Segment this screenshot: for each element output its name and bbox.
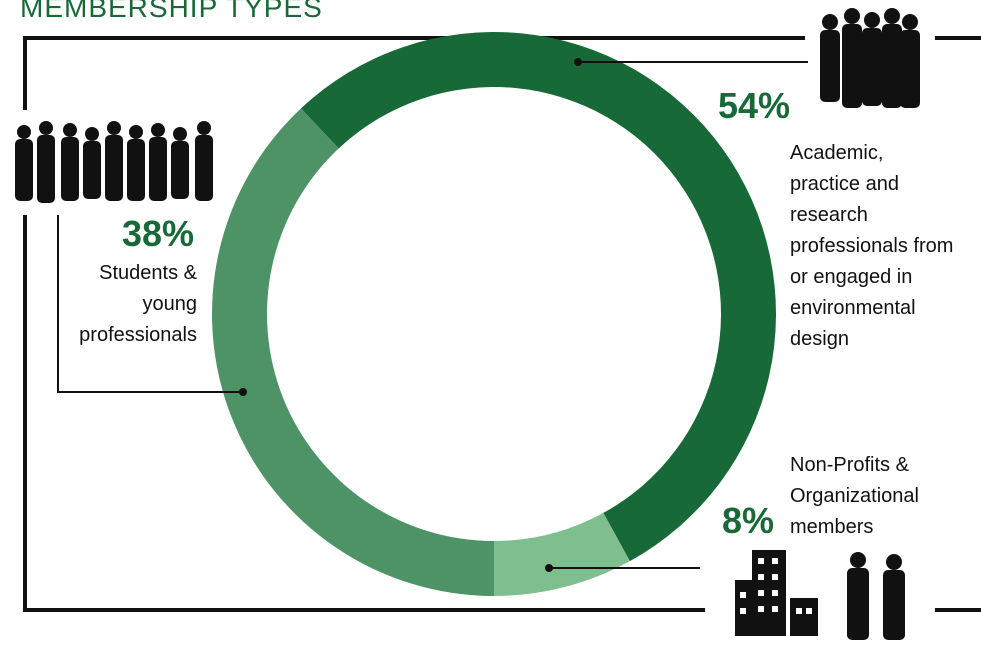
- people-icon: [15, 121, 213, 203]
- leader-dots: [239, 58, 582, 572]
- frame-line: [23, 215, 705, 612]
- donut-segment: [494, 512, 630, 596]
- donut-segment: [212, 108, 494, 596]
- leader-dot: [545, 564, 553, 572]
- people-icon: [820, 8, 920, 108]
- chart-title: MEMBERSHIP TYPES: [20, 0, 323, 23]
- donut-segment: [300, 31, 777, 562]
- leader-dot: [574, 58, 582, 66]
- data-label: 8%: [722, 500, 775, 541]
- donut: [212, 31, 777, 596]
- category-label: Academic, practice and research professi…: [790, 142, 954, 350]
- leader-dot: [239, 388, 247, 396]
- category-label: Non-Profits & Organizational members: [790, 454, 919, 538]
- data-label: 38%: [122, 213, 195, 254]
- data-label: 54%: [718, 85, 791, 126]
- building-icon: [735, 550, 818, 636]
- business-people-icon: [847, 552, 905, 640]
- leader-line: [57, 215, 243, 393]
- leaders: [57, 61, 808, 569]
- category-label: Students & young professionals: [79, 262, 197, 346]
